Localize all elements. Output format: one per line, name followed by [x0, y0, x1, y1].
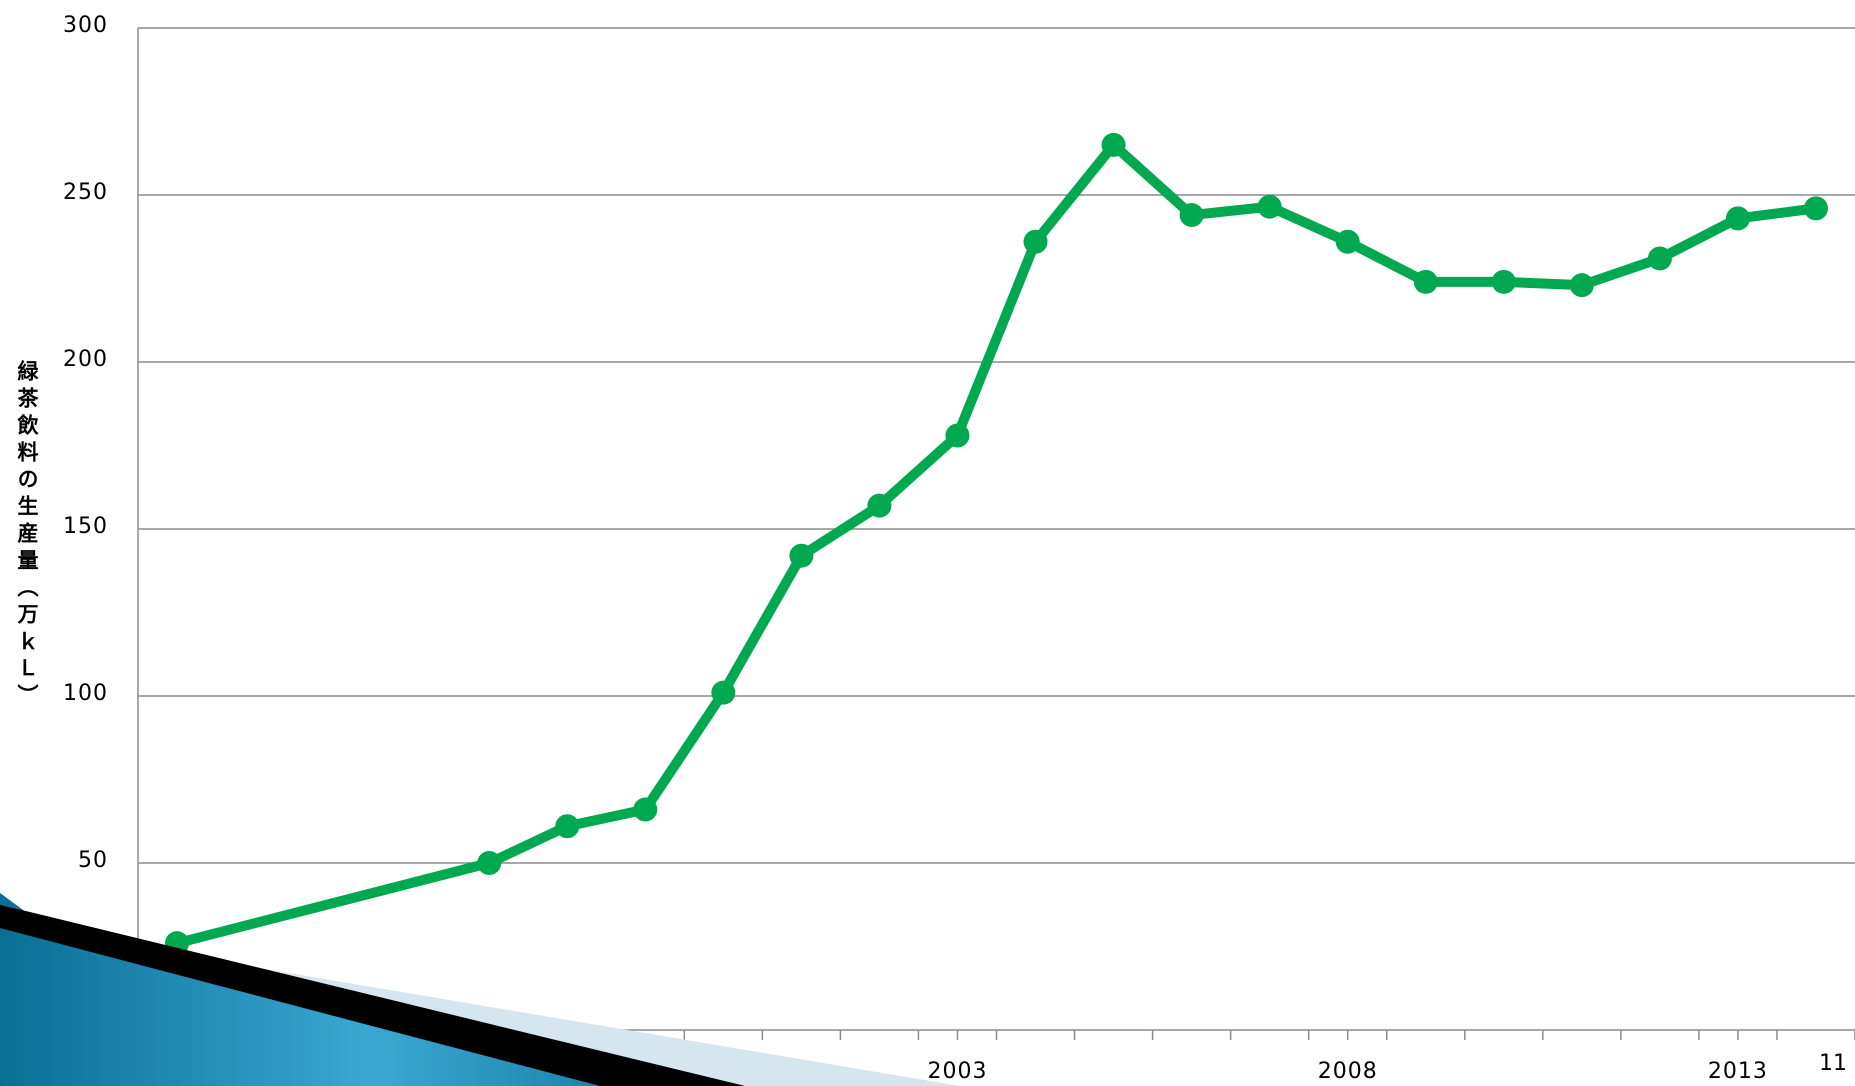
- point: [1570, 273, 1594, 297]
- point: [555, 814, 579, 838]
- point: [477, 851, 501, 875]
- y-tick-label: 200: [63, 347, 108, 372]
- chart: 05010015020025030019931998200320082013: [0, 0, 1855, 1086]
- line: [177, 145, 1816, 943]
- x-tick-label: 2008: [1318, 1059, 1378, 1084]
- point: [1648, 246, 1672, 270]
- point: [789, 544, 813, 568]
- point: [1726, 206, 1750, 230]
- x-tick-label: 2013: [1708, 1059, 1768, 1084]
- point: [1492, 270, 1516, 294]
- y-axis-label: 緑茶飲料の生産量（万ｋＬ）: [12, 345, 42, 725]
- point: [1804, 196, 1828, 220]
- point: [1102, 133, 1126, 157]
- y-tick-label: 300: [63, 13, 108, 38]
- point: [711, 681, 735, 705]
- point: [1024, 230, 1048, 254]
- point: [1180, 203, 1204, 227]
- y-tick-label: 250: [63, 180, 108, 205]
- y-tick-label: 100: [63, 681, 108, 706]
- y-tick-label: 50: [78, 848, 108, 873]
- page-number: 11: [1819, 1051, 1847, 1076]
- y-tick-label: 150: [63, 514, 108, 539]
- x-tick-label: 2003: [927, 1059, 987, 1084]
- point: [633, 798, 657, 822]
- point: [867, 494, 891, 518]
- point: [1336, 230, 1360, 254]
- point: [945, 423, 969, 447]
- slide: 05010015020025030019931998200320082013 緑…: [0, 0, 1855, 1086]
- point: [1414, 270, 1438, 294]
- point: [1258, 195, 1282, 219]
